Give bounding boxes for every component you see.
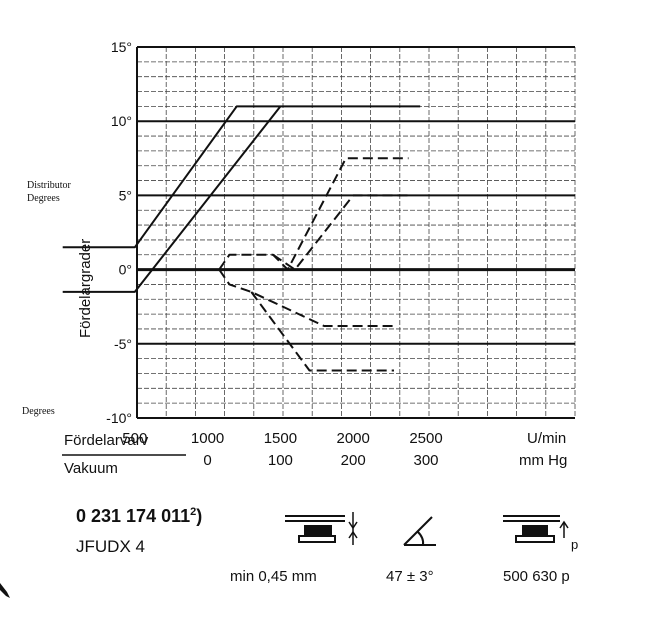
y-tick-label: -5°: [114, 336, 132, 352]
curves: [62, 105, 421, 372]
curve-1: [62, 105, 421, 249]
x-axis-label-vacuum: Vakuum: [64, 460, 118, 477]
angle-value: 47 ± 3°: [386, 568, 434, 585]
y-tick-labels: 15° 10° 5° 0° -5° -10°: [106, 39, 132, 426]
y-tick-label: -10°: [106, 410, 132, 426]
annotation-degrees-top: Degrees: [27, 193, 60, 204]
curve-2: [62, 105, 282, 293]
pressure-gauge-icon: [503, 515, 569, 543]
curve-6: [250, 291, 394, 372]
annotation-distributor: Distributor: [27, 180, 72, 191]
x-tick-label-rpm: 2000: [337, 430, 370, 447]
clearance-value: min 0,45 mm: [230, 568, 317, 585]
minor-grid: [136, 47, 576, 418]
x-tick-labels: 500 1000 0 1500 100 2000 200 2500 300: [122, 430, 442, 469]
y-axis-label: Fördelargrader: [77, 239, 94, 338]
x-tick-label-vacuum: 100: [268, 452, 293, 469]
model-code: JFUDX 4: [76, 537, 145, 556]
angle-icon: [403, 516, 436, 546]
pressure-value: 500 630 p: [503, 568, 570, 585]
x-unit-rpm: U/min: [527, 430, 566, 447]
scan-mark: [0, 583, 10, 598]
part-number: 0 231 174 0112): [76, 506, 202, 526]
x-tick-label-vacuum: 300: [413, 452, 438, 469]
pressure-p-label: p: [571, 537, 578, 552]
clearance-gauge-icon: [285, 512, 358, 545]
curve-3: [218, 157, 409, 271]
x-tick-label-vacuum: 0: [203, 452, 211, 469]
y-tick-label: 15°: [111, 39, 132, 55]
x-unit-vacuum: mm Hg: [519, 452, 567, 469]
x-tick-label-rpm: 500: [122, 430, 147, 447]
annotation-degrees-bottom: Degrees: [22, 406, 55, 417]
x-axis-label-rpm: Fördelarvarv: [64, 432, 149, 449]
x-tick-label-rpm: 2500: [409, 430, 442, 447]
major-grid: [136, 46, 575, 419]
x-tick-label-vacuum: 200: [341, 452, 366, 469]
y-tick-label: 0°: [119, 262, 132, 278]
x-tick-label-rpm: 1000: [191, 430, 224, 447]
x-tick-label-rpm: 1500: [264, 430, 297, 447]
y-tick-label: 10°: [111, 113, 132, 129]
y-tick-label: 5°: [119, 187, 132, 203]
